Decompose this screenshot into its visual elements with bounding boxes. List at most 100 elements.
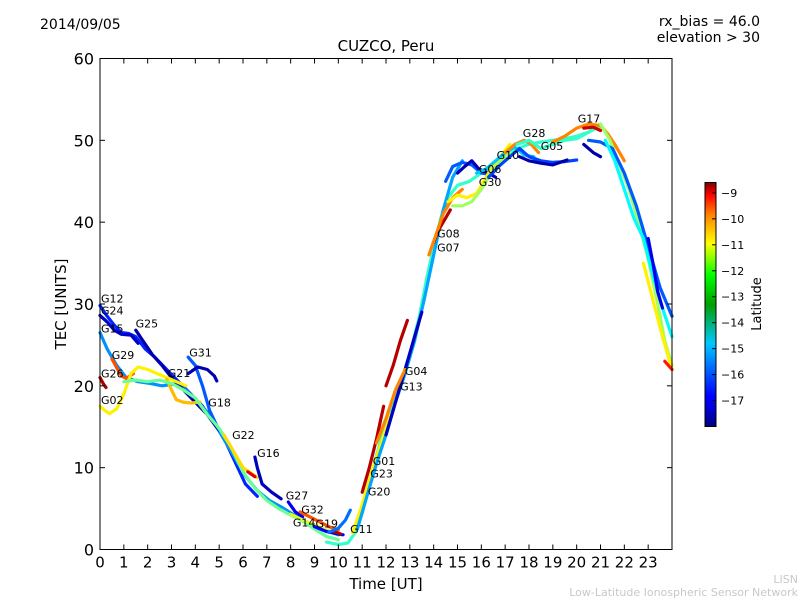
sat-label-g24: G24 bbox=[101, 305, 124, 318]
x-axis-label: Time [UT] bbox=[348, 575, 422, 593]
trace-g11 bbox=[327, 508, 352, 534]
elevation-label: elevation > 30 bbox=[656, 30, 760, 46]
y-tick-label: 10 bbox=[74, 459, 94, 478]
trace-g01 bbox=[360, 404, 386, 494]
y-tick-label: 40 bbox=[74, 213, 94, 232]
date-label: 2014/09/05 bbox=[40, 17, 121, 33]
sat-label-g02: G02 bbox=[101, 394, 124, 407]
x-tick-label: 11 bbox=[353, 554, 372, 572]
colorbar-tick-label: −11 bbox=[721, 239, 744, 252]
x-tick-label: 5 bbox=[214, 554, 224, 572]
x-tick-label: 23 bbox=[639, 554, 658, 572]
x-tick-label: 18 bbox=[519, 554, 538, 572]
sat-label-g32: G32 bbox=[301, 503, 324, 516]
trace-g17g bbox=[646, 236, 665, 310]
trace-g27 bbox=[286, 500, 305, 519]
sat-label-g04: G04 bbox=[405, 365, 428, 378]
trace-g26 bbox=[98, 376, 108, 390]
x-tick-label: 16 bbox=[472, 554, 491, 572]
sat-label-g30: G30 bbox=[479, 176, 502, 189]
sat-label-g10: G10 bbox=[497, 149, 520, 162]
trace-g02 bbox=[98, 365, 188, 416]
trace-g17f bbox=[582, 142, 603, 159]
sat-label-g20: G20 bbox=[368, 486, 391, 499]
trace-g28b bbox=[517, 155, 569, 167]
x-axis: 0 1 2 3 4 5 6 7 8 9 10 11 12 13 14 15 16 17 18 19 20 21 22 23 bbox=[95, 58, 658, 572]
sat-label-g17: G17 bbox=[578, 112, 601, 125]
x-tick-label: 6 bbox=[238, 554, 248, 572]
x-tick-label: 2 bbox=[143, 554, 153, 572]
trace-g24 bbox=[98, 313, 140, 345]
colorbar-tick-label: −10 bbox=[721, 213, 744, 226]
sat-label-g29: G29 bbox=[112, 349, 135, 362]
sat-label-g15: G15 bbox=[101, 323, 124, 336]
y-axis-label: TEC [UNITS] bbox=[52, 259, 70, 351]
sat-label-g19: G19 bbox=[316, 517, 339, 530]
sat-label-g28: G28 bbox=[523, 127, 546, 140]
colorbar-tick-label: −12 bbox=[721, 265, 744, 278]
colorbar-tick-label: −17 bbox=[721, 395, 744, 408]
sat-label-g05: G05 bbox=[541, 140, 564, 153]
x-tick-label: 22 bbox=[615, 554, 634, 572]
colorbar-tick-label: −14 bbox=[721, 317, 744, 330]
trace-g17i bbox=[663, 359, 674, 372]
x-tick-label: 13 bbox=[400, 554, 419, 572]
sat-label-g11: G11 bbox=[350, 523, 373, 536]
trace-g17b bbox=[582, 125, 603, 133]
chart-title: CUZCO, Peru bbox=[337, 37, 435, 55]
x-tick-label: 9 bbox=[310, 554, 320, 572]
y-tick-label: 0 bbox=[84, 541, 94, 560]
sat-label-g16: G16 bbox=[257, 447, 280, 460]
x-tick-label: 17 bbox=[496, 554, 515, 572]
sat-label-g13: G13 bbox=[400, 381, 423, 394]
colorbar-ticks: −9 −10 −11 −12 −13 −14 −15 −16 −17 bbox=[712, 187, 744, 408]
trace-g17 bbox=[551, 122, 626, 163]
sat-label-g07: G07 bbox=[437, 241, 460, 254]
sat-label-g01: G01 bbox=[373, 455, 396, 468]
x-tick-label: 7 bbox=[262, 554, 272, 572]
footer-org-full: Low-Latitude Ionospheric Sensor Network bbox=[569, 586, 798, 599]
trace-g21 bbox=[165, 377, 202, 405]
sat-label-g26: G26 bbox=[101, 368, 124, 381]
sat-label-g18: G18 bbox=[208, 396, 231, 409]
trace-g16 bbox=[253, 455, 283, 501]
colorbar-tick-label: −13 bbox=[721, 291, 744, 304]
trace-g19b bbox=[332, 529, 343, 536]
trace-g30b bbox=[451, 151, 512, 208]
colorbar-tick-label: −16 bbox=[721, 369, 744, 382]
x-tick-label: 8 bbox=[286, 554, 296, 572]
x-tick-label: 3 bbox=[167, 554, 177, 572]
trace-g31b bbox=[186, 365, 219, 383]
y-tick-label: 30 bbox=[74, 295, 94, 314]
x-tick-label: 15 bbox=[448, 554, 467, 572]
sat-label-g31: G31 bbox=[189, 346, 212, 359]
trace-g17h bbox=[641, 261, 674, 372]
x-tick-label: 10 bbox=[329, 554, 348, 572]
x-tick-label: 20 bbox=[567, 554, 586, 572]
footer-org-short: LISN bbox=[773, 573, 798, 586]
params-info: rx_bias = 46.0 elevation > 30 bbox=[657, 14, 760, 46]
trace-g23 bbox=[351, 412, 393, 535]
trace-g32 bbox=[298, 510, 340, 532]
trace-layer bbox=[98, 122, 674, 547]
rx-bias-label: rx_bias = 46.0 bbox=[658, 14, 760, 30]
sat-label-g23: G23 bbox=[370, 467, 393, 480]
trace-g04 bbox=[384, 318, 409, 388]
x-tick-label: 4 bbox=[191, 554, 201, 572]
x-tick-label: 1 bbox=[119, 554, 129, 572]
x-tick-label: 19 bbox=[543, 554, 562, 572]
sat-label-g21: G21 bbox=[168, 367, 191, 380]
sat-label-g14: G14 bbox=[293, 516, 316, 529]
sat-label-g08: G08 bbox=[437, 228, 460, 241]
y-axis: 0 10 20 30 40 50 60 bbox=[74, 50, 672, 560]
sat-label-g06: G06 bbox=[479, 163, 502, 176]
x-tick-label: 12 bbox=[376, 554, 395, 572]
sat-label-g25: G25 bbox=[136, 318, 159, 331]
trace-g31 bbox=[186, 355, 221, 433]
sat-label-g22: G22 bbox=[232, 429, 255, 442]
colorbar-bar bbox=[704, 182, 717, 427]
x-tick-label: 0 bbox=[95, 554, 105, 572]
x-tick-label: 21 bbox=[591, 554, 610, 572]
